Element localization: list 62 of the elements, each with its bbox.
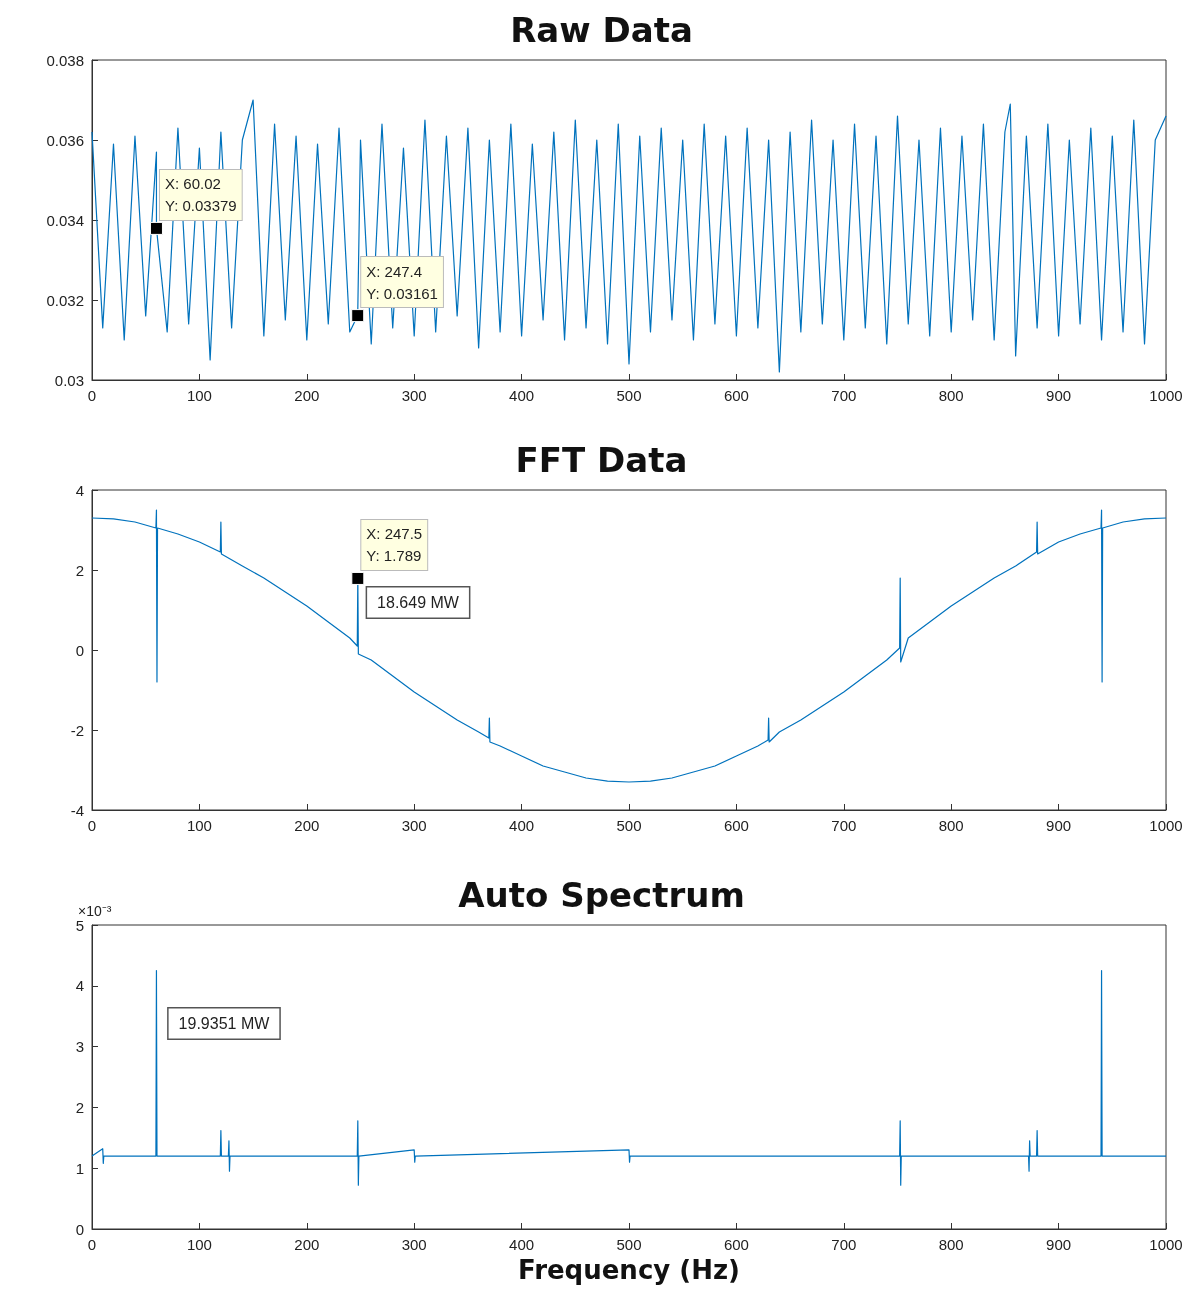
annotation: 18.649 MW (377, 594, 460, 611)
x-tick-label: 300 (401, 387, 427, 404)
x-tick-label: 900 (1046, 387, 1072, 404)
chart-title: Auto Spectrum (458, 875, 745, 915)
x-tick-label: 200 (294, 817, 320, 834)
x-tick-label: 600 (723, 817, 749, 834)
y-tick-label: 4 (75, 977, 84, 995)
line-series (91, 509, 1167, 783)
x-tick-label: 1000 (1149, 387, 1183, 404)
line-series (91, 970, 1167, 1186)
x-tick-label: 400 (509, 387, 535, 404)
y-tick-label: 0.036 (46, 131, 84, 149)
x-tick-label: 100 (186, 387, 212, 404)
x-tick-label: 700 (831, 387, 857, 404)
annotation: X: 247.4 Y: 0.03161 (366, 262, 438, 302)
x-tick-label: 1000 (1149, 1236, 1183, 1253)
y-tick-label: 2 (75, 561, 84, 579)
x-tick-label: 200 (294, 387, 320, 404)
x-tick-label: 0 (87, 387, 97, 404)
x-tick-label: 600 (723, 387, 749, 404)
x-tick-label: 700 (831, 817, 857, 834)
y-axis-title: ×10⁻³ (78, 902, 112, 919)
chart-title: Raw Data (510, 10, 693, 50)
x-tick-label: 300 (401, 1236, 427, 1253)
annotation: X: 247.5 Y: 1.789 (366, 525, 423, 565)
y-tick-label: 0 (75, 641, 84, 659)
y-tick-label: 0.034 (46, 211, 84, 229)
x-tick-label: 0 (87, 817, 97, 834)
y-tick-label: 1 (75, 1159, 84, 1177)
line-series (91, 99, 1167, 373)
y-tick-label: 0.038 (46, 51, 84, 69)
x-tick-label: 800 (938, 1236, 964, 1253)
x-axis-title: Frequency (Hz) (518, 1255, 740, 1285)
x-tick-label: 100 (186, 817, 212, 834)
x-tick-label: 700 (831, 1236, 857, 1253)
y-tick-label: 2 (75, 1098, 84, 1116)
x-tick-label: 400 (509, 1236, 535, 1253)
y-tick-label: 3 (75, 1038, 84, 1056)
x-tick-label: 500 (616, 1236, 642, 1253)
annotation: X: 60.02 Y: 0.03379 (164, 175, 237, 215)
annotation: 19.9351 MW (178, 1015, 271, 1033)
x-tick-label: 800 (938, 817, 964, 834)
x-tick-label: 400 (509, 817, 535, 834)
x-tick-label: 100 (186, 1236, 212, 1253)
y-tick-label: -4 (70, 801, 84, 819)
y-tick-label: 0 (75, 1220, 84, 1238)
y-tick-label: -2 (70, 721, 84, 739)
y-tick-label: 0.03 (54, 371, 84, 389)
x-tick-label: 500 (616, 387, 642, 404)
x-tick-label: 300 (401, 817, 427, 834)
x-tick-label: 0 (87, 1236, 97, 1253)
x-tick-label: 1000 (1149, 817, 1183, 834)
y-tick-label: 4 (75, 481, 84, 499)
chart-title: FFT Data (515, 440, 688, 480)
y-tick-label: 5 (75, 916, 84, 934)
x-tick-label: 600 (723, 1236, 749, 1253)
x-tick-label: 800 (938, 387, 964, 404)
x-tick-label: 200 (294, 1236, 320, 1253)
x-tick-label: 900 (1046, 1236, 1072, 1253)
y-tick-label: 0.032 (46, 291, 84, 309)
x-tick-label: 500 (616, 817, 642, 834)
x-tick-label: 900 (1046, 817, 1072, 834)
